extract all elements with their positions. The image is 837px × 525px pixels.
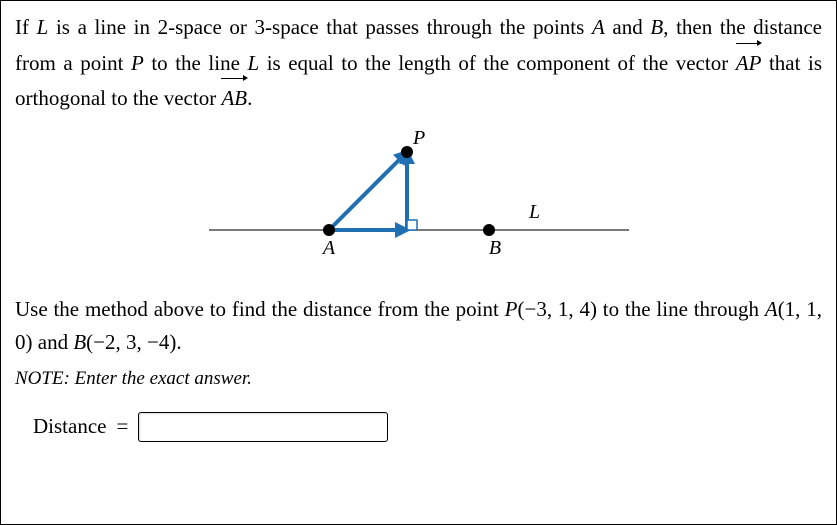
answer-row: Distance = [33,412,822,442]
diagram-svg: A B P L [199,130,639,270]
var-A: A [765,297,778,321]
note: NOTE: Enter the exact answer. [15,368,822,390]
coords-P: (−3, 1, 4) [518,297,597,321]
text: . [176,330,181,354]
svg-text:A: A [320,237,335,259]
text: to the line through [597,297,765,321]
var-P: P [505,297,518,321]
problem-container: If L is a line in 2-space or 3-space tha… [0,0,837,525]
paragraph-1: If L is a line in 2-space or 3-space tha… [15,11,822,116]
svg-text:B: B [488,237,500,259]
var-A: A [592,15,605,39]
text: is a line in 2-space or 3-space that pas… [48,15,592,39]
svg-text:P: P [412,130,425,149]
vector-AB: AB [221,80,247,116]
text: . [247,86,252,110]
answer-label: Distance [33,414,106,439]
text: Use the method above to find the distanc… [15,297,505,321]
figure: A B P L [15,130,822,275]
equals-sign: = [116,414,128,439]
text: is equal to the length of the component … [259,51,736,75]
var-P: P [131,51,144,75]
text: If [15,15,37,39]
var-L: L [247,51,259,75]
coords-B: (−2, 3, −4) [86,330,176,354]
var-B: B [73,330,86,354]
var-B: B [650,15,663,39]
paragraph-2: Use the method above to find the distanc… [15,293,822,360]
distance-input[interactable] [138,412,388,442]
svg-text:L: L [528,201,540,223]
var-L: L [37,15,49,39]
text: and [605,15,651,39]
text: to the line [144,51,248,75]
vector-AP: AP [736,45,762,81]
text: and [33,330,74,354]
